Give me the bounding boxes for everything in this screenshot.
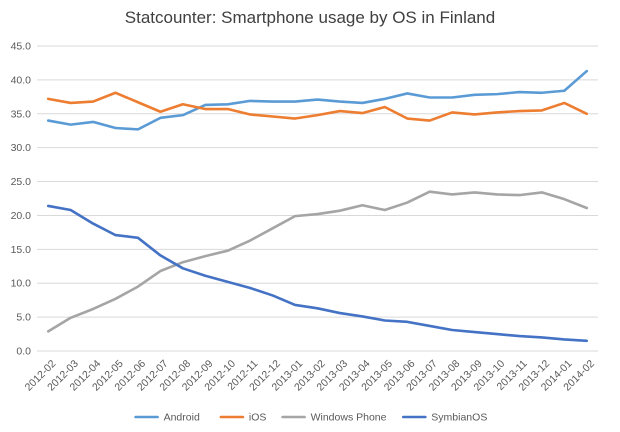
legend-label-symbianos: SymbianOS [431,412,487,424]
y-tick-label: 40.0 [11,74,32,86]
legend-label-ios: iOS [249,412,267,424]
series-line-windows-phone [46,190,589,333]
y-tick-label: 10.0 [11,278,32,290]
series-line-symbianos [46,204,589,343]
y-tick-label: 20.0 [11,210,32,222]
y-tick-label: 30.0 [11,142,32,154]
y-tick-label: 25.0 [11,176,32,188]
series-line-android [46,69,589,131]
y-tick-label: 0.0 [16,346,31,358]
y-tick-label: 35.0 [11,108,32,120]
legend-label-android: Android [164,412,200,424]
y-tick-label: 45.0 [11,41,32,53]
series-line-ios [46,91,589,122]
y-tick-label: 5.0 [16,312,31,324]
chart-title: Statcounter: Smartphone usage by OS in F… [124,8,496,27]
y-tick-label: 15.0 [11,244,32,256]
legend-label-windows-phone: Windows Phone [311,412,387,424]
